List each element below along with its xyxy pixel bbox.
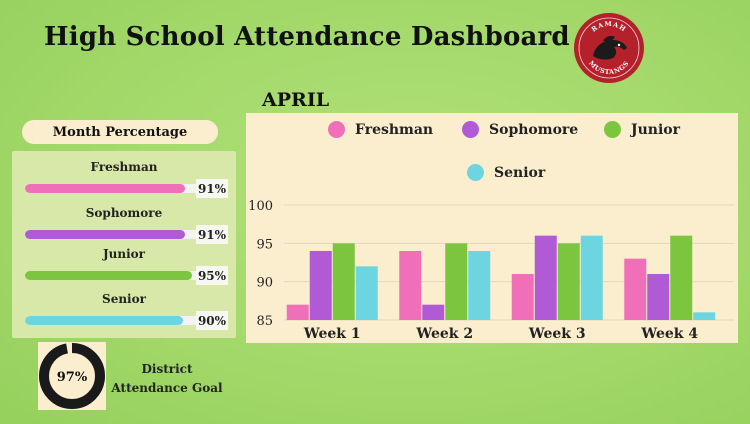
month-percentage-heading: Month Percentage: [22, 120, 218, 144]
y-tick-label: 90: [256, 276, 273, 291]
legend-dot: [462, 121, 479, 138]
legend-dot: [328, 121, 345, 138]
grade-percent: 91%: [196, 225, 228, 244]
y-tick-label: 100: [248, 199, 273, 214]
progress-track: [25, 316, 201, 325]
legend-dot: [604, 121, 621, 138]
bar-sophomore-week-1: [309, 251, 332, 320]
grade-label: Sophomore: [85, 206, 163, 220]
month-label: APRIL: [262, 89, 330, 111]
bar-sophomore-week-2: [422, 304, 445, 320]
progress-track: [25, 230, 201, 239]
school-logo: RAMAH MUSTANGS: [574, 13, 644, 83]
bar-freshman-week-2: [399, 251, 422, 320]
goal-ring: 97%: [39, 343, 105, 409]
legend-dot: [467, 164, 484, 181]
grade-label: Senior: [102, 292, 146, 306]
goal-ring-arc: [39, 343, 105, 409]
bar-junior-week-2: [445, 243, 468, 320]
bar-senior-week-1: [355, 266, 378, 320]
attendance-bar-chart: 85 90 95 100 Week 1 Week 2 Week 3 Week 4: [248, 199, 734, 342]
month-percentage-panel: Freshman 91% Sophomore 91% Junior 95% Se…: [12, 151, 236, 338]
grade-label: Junior: [102, 247, 145, 261]
goal-caption-line2: Attendance Goal: [111, 381, 223, 395]
progress-fill: [25, 316, 184, 325]
goal-ring-box: 97%: [38, 342, 106, 410]
mustang-horse-icon: [593, 36, 627, 60]
legend-label: Junior: [631, 121, 681, 138]
grade-percent: 91%: [196, 179, 228, 198]
x-tick-label: Week 3: [528, 326, 586, 342]
progress-track: [25, 271, 201, 280]
y-tick-label: 85: [256, 314, 273, 329]
bar-freshman-week-3: [511, 274, 534, 320]
bar-junior-week-1: [332, 243, 355, 320]
progress-fill: [25, 184, 186, 193]
legend-item-senior: Senior: [467, 164, 545, 181]
bar-junior-week-3: [557, 243, 580, 320]
x-tick-label: Week 4: [640, 326, 698, 342]
legend-label: Freshman: [355, 121, 434, 138]
x-tick-label: Week 1: [303, 326, 361, 342]
bar-junior-week-4: [670, 235, 693, 320]
bar-freshman-week-4: [624, 258, 647, 320]
legend-label: Sophomore: [489, 121, 579, 138]
progress-fill: [25, 271, 193, 280]
chart-panel: Freshman Sophomore Junior Senior 85 90 95 1…: [246, 113, 738, 343]
grade-percent: 95%: [196, 266, 228, 285]
grade-label: Freshman: [90, 160, 158, 174]
legend-item-sophomore: Sophomore: [462, 121, 578, 138]
legend-label: Senior: [494, 164, 546, 181]
y-tick-label: 95: [256, 237, 273, 252]
bar-senior-week-3: [580, 235, 603, 320]
legend-item-junior: Junior: [604, 121, 680, 138]
goal-caption-line1: District: [141, 362, 193, 376]
x-tick-label: Week 2: [415, 326, 473, 342]
bar-freshman-week-1: [286, 304, 309, 320]
goal-value: 97%: [57, 370, 88, 385]
legend-item-freshman: Freshman: [328, 121, 433, 138]
grade-percent: 90%: [196, 311, 228, 330]
bar-sophomore-week-4: [647, 274, 670, 320]
page-title: High School Attendance Dashboard: [44, 22, 570, 52]
goal-caption: District Attendance Goal: [104, 360, 230, 398]
bar-senior-week-4: [693, 312, 716, 320]
progress-fill: [25, 230, 186, 239]
bar-senior-week-2: [468, 251, 491, 320]
progress-track: [25, 184, 201, 193]
bar-sophomore-week-3: [534, 235, 557, 320]
